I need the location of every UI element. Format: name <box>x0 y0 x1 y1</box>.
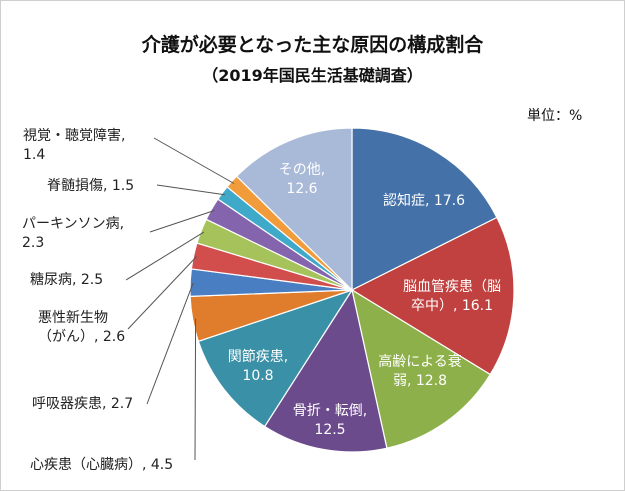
slice-label-11: 脊髄損傷, 1.5 <box>47 178 134 194</box>
leader-line-10 <box>149 210 215 233</box>
leader-line-11 <box>156 184 225 196</box>
pie-slice-4 <box>263 288 388 453</box>
slice-label-3: 高齢による衰弱, 12.8 <box>378 353 462 389</box>
unit-label: 単位：% <box>527 108 583 124</box>
slice-label-12: 視覚・聴覚障害, 1.4 <box>23 128 125 163</box>
slice-label-5: 関節疾患, 10.8 <box>228 348 288 384</box>
pie-slice-2 <box>350 216 515 376</box>
slice-label-9: 糖尿病, 2.5 <box>30 272 103 288</box>
slice-label-10: パーキンソン病, 2.3 <box>22 216 124 251</box>
pie-slice-1 <box>351 127 498 291</box>
slice-label-6: 心疾患（心臓病）, 4.5 <box>30 457 173 473</box>
leader-line-12 <box>153 137 235 184</box>
pie-slice-5 <box>197 288 354 428</box>
slice-label-4: 骨折・転倒, 12.5 <box>293 403 367 438</box>
leader-line-8 <box>127 256 197 330</box>
leader-line-7 <box>146 282 194 405</box>
leader-line-6 <box>194 318 197 461</box>
chart-title: 介護が必要となった主な原因の構成割合 <box>141 34 484 56</box>
slice-label-8: 悪性新生物（がん）, 2.6 <box>38 310 125 345</box>
chart-subtitle: （2019年国民生活基礎調査） <box>202 66 423 85</box>
pie-slice-3 <box>351 288 492 449</box>
slice-label-13: その他, 12.6 <box>279 162 325 197</box>
leader-line-9 <box>125 231 205 281</box>
slice-label-7: 呼吸器疾患, 2.7 <box>32 396 133 412</box>
slice-label-2: 脳血管疾患（脳卒中）, 16.1 <box>403 279 501 314</box>
pie-slice-13 <box>235 127 353 292</box>
slice-label-1: 認知症, 17.6 <box>383 192 465 209</box>
